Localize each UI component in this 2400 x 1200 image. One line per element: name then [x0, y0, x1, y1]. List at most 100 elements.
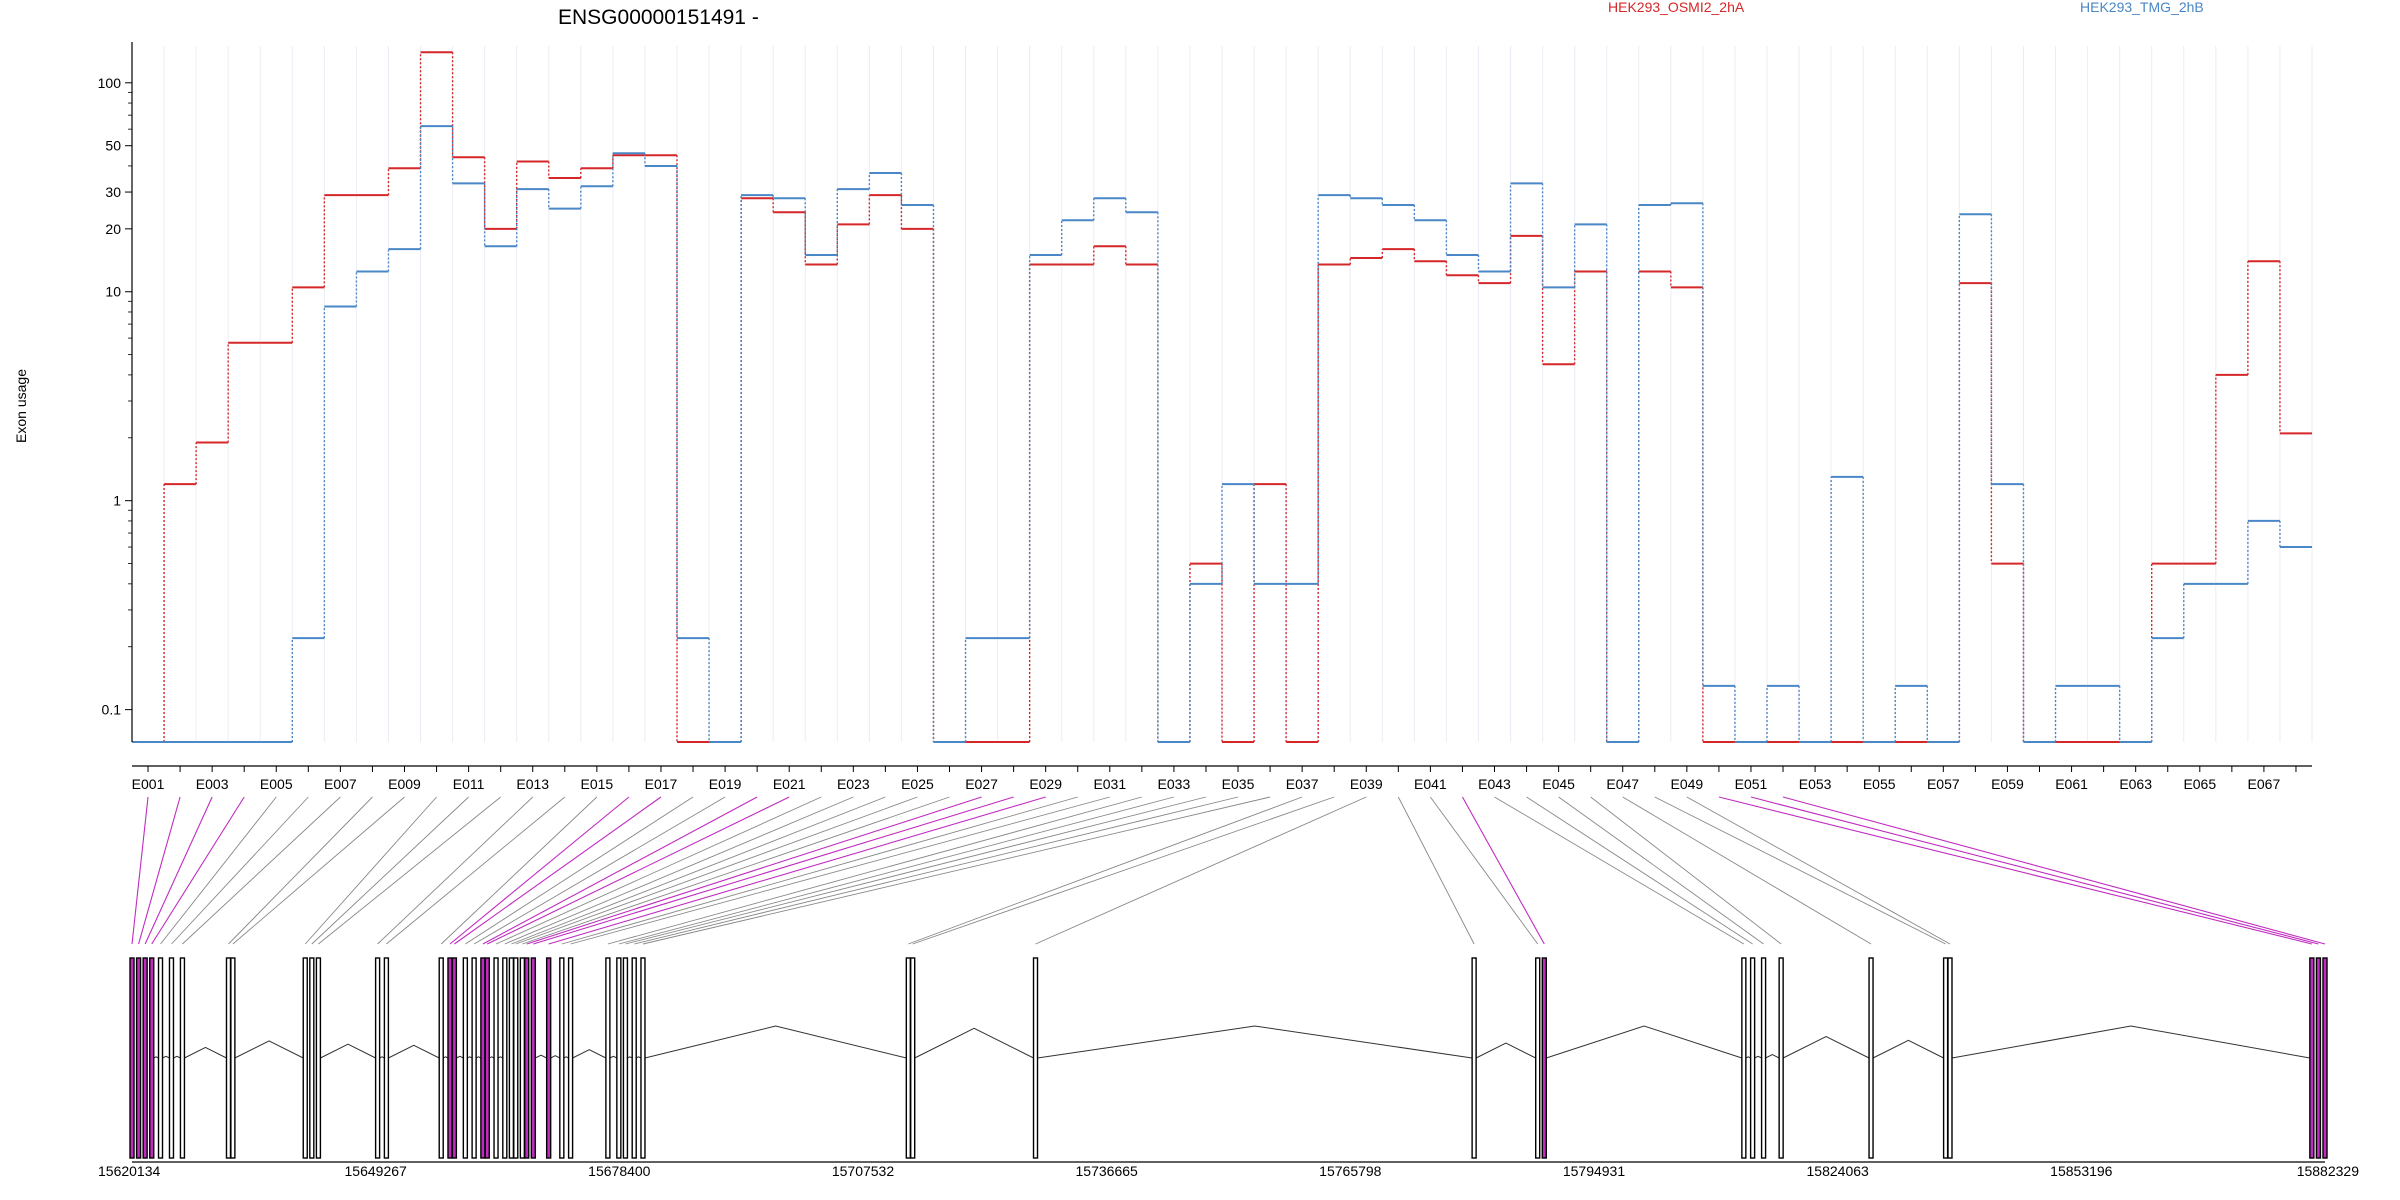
exon-connector	[182, 796, 341, 945]
exon	[605, 957, 611, 1159]
y-tick-label: 30	[105, 184, 121, 200]
series-layer	[132, 51, 2312, 743]
intron	[475, 1056, 482, 1059]
x-tick-label: E057	[1927, 776, 1960, 792]
exon-connector	[618, 796, 1175, 945]
x-tick-label: E035	[1222, 776, 1255, 792]
intron	[914, 1027, 1034, 1059]
exon	[471, 957, 477, 1159]
exon-connector	[454, 796, 662, 945]
exon	[519, 957, 526, 1159]
x-tick-label: E039	[1350, 776, 1383, 792]
exon	[616, 957, 622, 1159]
y-axis-label: Exon usage	[13, 369, 29, 443]
exon-highlighted	[447, 957, 453, 1159]
intron	[173, 1055, 181, 1059]
exon-connector	[304, 796, 437, 945]
intron	[644, 1025, 907, 1059]
exon-connector	[151, 796, 245, 945]
intron	[497, 1056, 504, 1059]
x-tick-label: E065	[2183, 776, 2216, 792]
x-tick-label: E045	[1542, 776, 1575, 792]
intron	[456, 1055, 464, 1059]
exon-connector	[634, 796, 1239, 945]
exon-connector	[912, 796, 1335, 945]
exon-connector	[642, 796, 1271, 945]
exon-connector	[377, 796, 534, 945]
exon	[631, 957, 637, 1159]
intron	[563, 1056, 569, 1059]
exon-connector	[138, 796, 181, 945]
x-tick-label: E037	[1286, 776, 1319, 792]
exon-highlighted	[530, 957, 537, 1159]
exon	[1032, 957, 1039, 1159]
exon-connector	[1397, 796, 1475, 945]
x-tick-label: E033	[1158, 776, 1191, 792]
x-tick-label: E005	[260, 776, 293, 792]
exon-connector	[1035, 796, 1367, 945]
exon-connector	[440, 796, 598, 945]
exon-highlighted	[2322, 957, 2328, 1159]
exon-connector	[1654, 796, 1946, 945]
intron	[1546, 1025, 1743, 1059]
genomic-coordinate-label: 15853196	[2050, 1163, 2113, 1179]
genomic-coordinate-label: 15649267	[345, 1163, 408, 1179]
axes-layer: 0.1 1 10 20 30 50 100 E001 E003 E005 E007 E009 E011 E…	[98, 42, 2312, 792]
exon-connector	[515, 796, 918, 945]
exon-connector	[1622, 796, 1872, 945]
exon	[1942, 957, 1949, 1159]
exon-highlighted	[484, 957, 490, 1159]
exon-connector	[228, 796, 373, 945]
exon	[230, 957, 236, 1159]
exon-highlighted	[142, 957, 148, 1159]
exon-connector	[473, 796, 726, 945]
exon-highlighted	[2309, 957, 2315, 1159]
exon	[493, 957, 499, 1159]
x-tick-label: E041	[1414, 776, 1447, 792]
exon-connector	[1718, 796, 2312, 945]
x-tick-label: E047	[1606, 776, 1639, 792]
x-tick-label: E053	[1799, 776, 1832, 792]
x-tick-label: E025	[901, 776, 934, 792]
intron	[489, 1056, 495, 1059]
genomic-coordinate-label: 15765798	[1319, 1163, 1382, 1179]
exon	[1535, 957, 1541, 1159]
exon-connector	[1461, 796, 1545, 945]
exon-connector	[386, 796, 566, 945]
exon-connector	[1430, 796, 1539, 945]
exon-connector	[495, 796, 822, 945]
exon	[559, 957, 565, 1159]
y-tick-label: 50	[105, 138, 121, 154]
exon-connector	[449, 796, 630, 945]
gene-model: 15620134 15649267 15678400 15707532 15736665…	[98, 957, 2360, 1179]
exon-connector	[625, 796, 1207, 945]
y-tick-label: 100	[98, 75, 122, 91]
genomic-coordinate-label: 15882329	[2297, 1163, 2360, 1179]
x-tick-label: E023	[837, 776, 870, 792]
exon-connector	[522, 796, 950, 945]
exon-connector-lines	[131, 796, 2326, 945]
intron	[1037, 1025, 1473, 1059]
chart-title: ENSG00000151491 -	[558, 6, 759, 29]
exon-connector	[570, 796, 1110, 945]
x-tick-label: E031	[1093, 776, 1126, 792]
intron	[609, 1055, 618, 1059]
y-tick-label: 0.1	[102, 702, 122, 718]
exon-highlighted	[524, 957, 530, 1159]
exon-connector	[511, 796, 886, 945]
intron	[1754, 1055, 1762, 1059]
genomic-coordinate-label: 15794931	[1563, 1163, 1626, 1179]
x-tick-label: E021	[773, 776, 806, 792]
intron	[627, 1056, 633, 1059]
exon	[1947, 957, 1953, 1159]
x-tick-label: E019	[709, 776, 742, 792]
exon-connector	[1526, 796, 1753, 945]
exon	[225, 957, 232, 1159]
x-tick-label: E007	[324, 776, 357, 792]
exon-connector	[487, 796, 790, 945]
x-tick-label: E015	[581, 776, 614, 792]
x-tick-label: E009	[388, 776, 421, 792]
exon-connector	[1686, 796, 1951, 945]
exon-connector	[607, 796, 1142, 945]
